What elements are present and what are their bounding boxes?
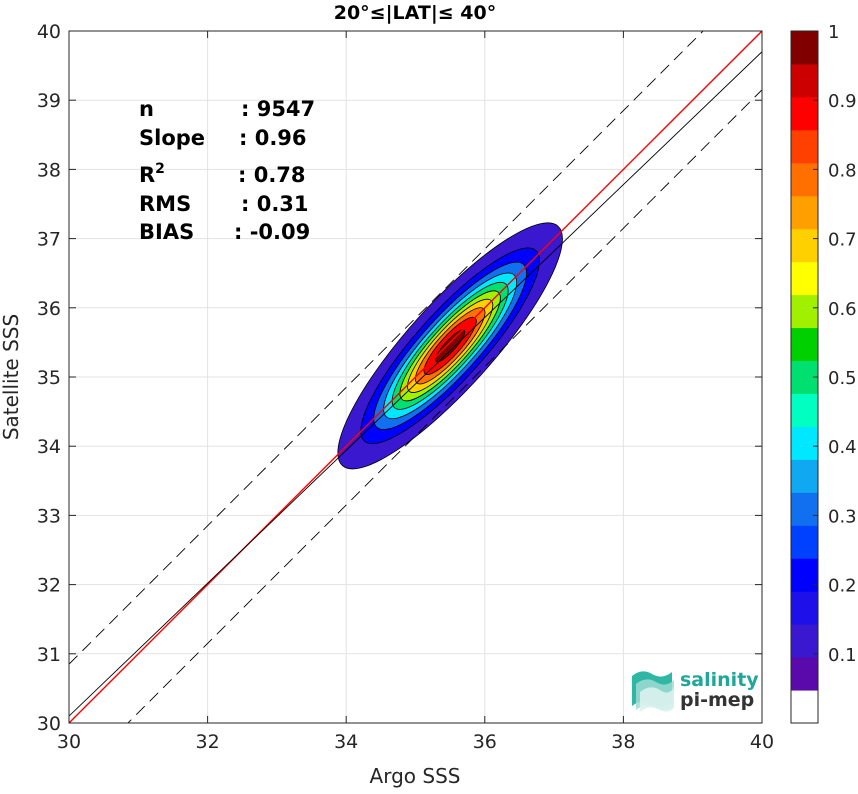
colorbar-tick-label: 1: [828, 22, 839, 43]
colorbar-tick-label: 0.6: [828, 299, 857, 320]
stat-label: RMS: [139, 192, 191, 216]
colorbar-segment: [791, 294, 818, 329]
logo-text-line1: salinity: [680, 669, 759, 691]
x-tick-label: 32: [196, 731, 220, 753]
colorbar-tick-label: 0.7: [828, 230, 857, 251]
colorbar-tick-label: 0.9: [828, 91, 857, 112]
logo-text-line2: pi-mep: [680, 689, 754, 711]
colorbar-tick-label: 0.1: [828, 645, 857, 666]
one-to-one-line: [69, 31, 762, 723]
stat-value: : -0.09: [234, 220, 310, 244]
x-tick-label: 38: [611, 731, 635, 753]
colorbar-segment: [791, 327, 818, 362]
y-tick-label: 30: [37, 713, 61, 735]
colorbar-segment: [791, 162, 818, 197]
colorbar-segment: [791, 426, 818, 460]
colorbar-segment: [791, 195, 818, 230]
colorbar-segment: [791, 525, 818, 559]
density-contours: [337, 222, 563, 470]
stat-label: n: [139, 97, 154, 121]
colorbar-tick-label: 0.4: [828, 437, 857, 458]
x-axis-label: Argo SSS: [370, 764, 461, 788]
stat-value: : 9547: [241, 97, 315, 121]
colorbar-segment: [791, 31, 818, 65]
lower-bound-line: [127, 89, 762, 723]
x-tick-label: 30: [57, 731, 81, 753]
stat-value: : 0.31: [241, 192, 309, 216]
colorbar-segment: [791, 624, 818, 658]
y-tick-label: 36: [37, 298, 61, 320]
chart-title: 20°≤|LAT|≤ 40°: [334, 2, 497, 24]
density-level-10: [435, 329, 466, 363]
y-tick-label: 33: [37, 505, 61, 527]
stat-label: R2: [139, 161, 165, 187]
y-tick-label: 34: [37, 436, 61, 458]
y-axis-label: Satellite SSS: [0, 314, 23, 440]
regression-line: [69, 51, 762, 717]
y-tick-label: 38: [37, 159, 61, 181]
colorbar-segment: [791, 492, 818, 526]
colorbar-tick-label: 0.2: [828, 576, 857, 597]
y-tick-label: 35: [37, 367, 61, 389]
stat-value: : 0.96: [239, 126, 307, 150]
colorbar-segment: [791, 393, 818, 427]
stat-value: : 0.78: [238, 163, 306, 187]
colorbar-tick-label: 0.5: [828, 368, 857, 389]
colorbar: 0.1 0.2 0.3 0.4 0.5 0.6 0.7 0.8 0.9 1: [790, 22, 857, 724]
upper-bound-line: [69, 31, 704, 665]
colorbar-segment: [791, 459, 818, 493]
stat-label: BIAS: [139, 220, 194, 244]
colorbar-segment: [791, 63, 818, 98]
colorbar-segment: [791, 591, 818, 625]
colorbar-segment: [791, 129, 818, 164]
y-tick-label: 37: [37, 229, 61, 251]
stat-label: Slope: [139, 126, 205, 150]
colorbar-segment: [791, 558, 818, 592]
stats-box: n : 9547 Slope : 0.96 R2 : 0.78 RMS : 0.31 BIAS:…: [139, 97, 315, 244]
colorbar-segment: [791, 96, 818, 131]
y-tick-label: 32: [37, 575, 61, 597]
salinity-pi-mep-logo: salinity pi-mep: [632, 669, 759, 712]
x-tick-label: 34: [334, 731, 358, 753]
wave-logo-icon: [632, 671, 674, 712]
y-tick-label: 31: [37, 644, 61, 666]
colorbar-segment: [791, 228, 818, 263]
colorbar-segment: [791, 690, 818, 724]
y-tick-label: 40: [37, 21, 61, 43]
y-tick-label: 39: [37, 90, 61, 112]
colorbar-segment: [791, 261, 818, 296]
plot-area: 30 32 34 36 38 40 30 31 32 33 34 35 36 37 38 39 40: [37, 21, 774, 753]
x-tick-label: 40: [750, 731, 774, 753]
colorbar-segment: [791, 657, 818, 691]
colorbar-tick-label: 0.8: [828, 160, 857, 181]
colorbar-tick-label: 0.3: [828, 506, 857, 527]
x-tick-label: 36: [473, 731, 497, 753]
